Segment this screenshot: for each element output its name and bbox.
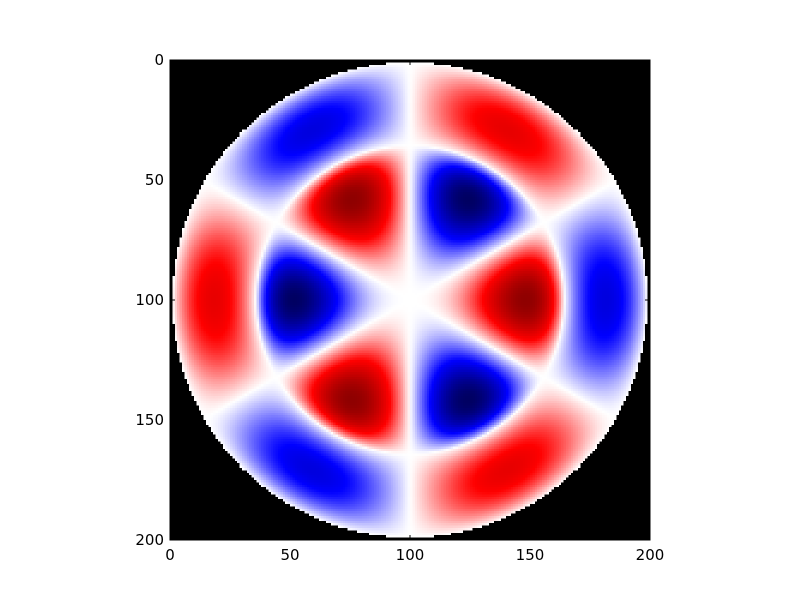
heatmap-image: [170, 60, 650, 540]
x-tick-label: 50: [280, 546, 299, 564]
plot-area: [170, 60, 650, 540]
x-tick-label: 0: [165, 546, 175, 564]
y-axis: 0 50 100 150 200: [135, 51, 164, 549]
y-tick-label: 150: [135, 411, 164, 429]
x-tick-label: 150: [516, 546, 545, 564]
x-tick-label: 100: [396, 546, 425, 564]
y-tick-label: 100: [135, 291, 164, 309]
axis-ticks: [169, 59, 651, 541]
y-tick-label: 50: [145, 171, 164, 189]
x-axis: 0 50 100 150 200: [165, 546, 664, 564]
x-tick-label: 200: [636, 546, 665, 564]
y-tick-label: 200: [135, 531, 164, 549]
y-tick-label: 0: [154, 51, 164, 69]
